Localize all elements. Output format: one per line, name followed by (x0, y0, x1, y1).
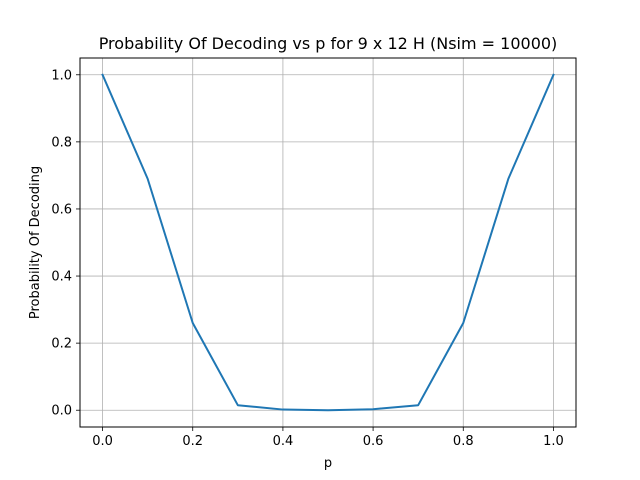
y-tick-label: 0.6 (51, 202, 72, 217)
ticks: 0.0 0.2 0.4 0.6 0.8 1.0 0.0 0.2 0.4 0.6 0.8 1.0 (51, 68, 563, 449)
x-tick-label: 0.6 (363, 434, 384, 449)
x-tick-label: 0.0 (92, 434, 113, 449)
series-line (101, 73, 555, 412)
x-axis-label: p (324, 456, 332, 471)
x-tick-label: 0.8 (453, 434, 474, 449)
y-tick-label: 1.0 (51, 68, 72, 83)
y-axis-label: Probability Of Decoding (28, 166, 43, 319)
y-tick-label: 0.0 (51, 404, 72, 419)
chart-title: Probability Of Decoding vs p for 9 x 12 … (99, 34, 558, 53)
x-tick-label: 1.0 (543, 434, 564, 449)
x-tick-label: 0.2 (182, 434, 203, 449)
y-tick-label: 0.4 (51, 270, 72, 285)
y-tick-label: 0.2 (51, 337, 72, 352)
x-tick-label: 0.4 (273, 434, 294, 449)
series-layer (101, 73, 555, 412)
plot-frame (79, 57, 577, 428)
grid (80, 58, 576, 427)
y-tick-label: 0.8 (51, 135, 72, 150)
